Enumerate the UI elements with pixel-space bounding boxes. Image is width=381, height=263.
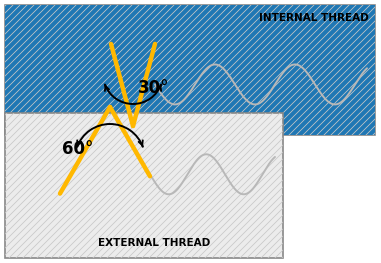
Bar bbox=[5, 113, 283, 258]
Text: EXTERNAL THREAD: EXTERNAL THREAD bbox=[98, 238, 210, 248]
Bar bbox=[5, 113, 283, 258]
Bar bbox=[5, 5, 375, 135]
Text: 60°: 60° bbox=[62, 140, 93, 158]
Text: INTERNAL THREAD: INTERNAL THREAD bbox=[259, 13, 369, 23]
Bar bbox=[5, 5, 375, 135]
Text: 30°: 30° bbox=[138, 79, 170, 97]
